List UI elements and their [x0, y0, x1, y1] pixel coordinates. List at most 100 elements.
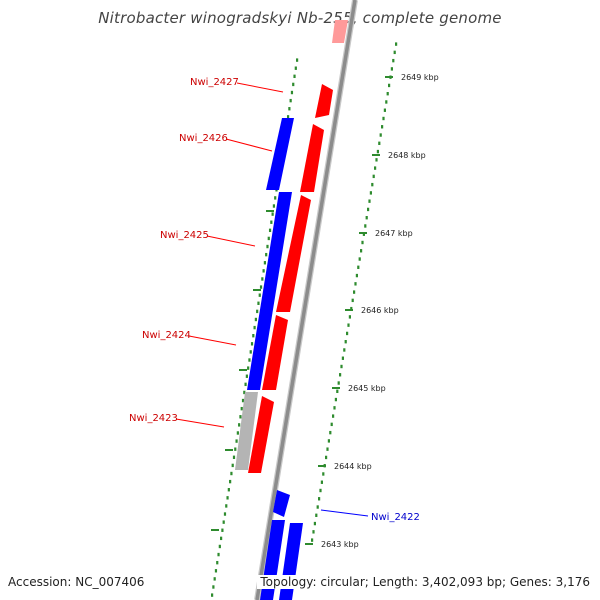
tick-dot	[395, 42, 398, 46]
tick-dot	[341, 356, 344, 360]
tick-dot	[339, 373, 342, 377]
tick-dot	[214, 569, 218, 573]
tick-dot	[319, 488, 322, 493]
tick-dot	[348, 315, 351, 319]
tick-label: 2644 kbp	[334, 462, 372, 471]
tick-dot	[235, 439, 238, 443]
tick-label: 2645 kbp	[348, 384, 386, 393]
gene-label: Nwi_2422	[371, 512, 420, 523]
tick-dot	[240, 406, 243, 411]
tick-dot	[259, 285, 263, 289]
tick-dot	[358, 257, 361, 261]
tick-dot	[357, 265, 360, 269]
tick-dot	[337, 381, 340, 385]
tick-dot	[252, 334, 255, 338]
tick-dot	[245, 374, 248, 378]
tick-dot	[218, 544, 221, 549]
tick-dot	[327, 439, 330, 443]
tick-dot	[258, 293, 261, 297]
tick-dot	[386, 92, 389, 96]
tick-dot	[286, 115, 290, 119]
tick-dot	[267, 236, 270, 241]
tick-dot	[227, 488, 230, 492]
tick-dot	[367, 207, 370, 212]
tick-dot	[241, 398, 245, 403]
tick-dot	[221, 528, 224, 532]
gene-label: Nwi_2425	[160, 230, 209, 241]
tick-dot	[364, 224, 367, 228]
tick-dot	[371, 182, 374, 187]
tick-dot	[211, 593, 214, 597]
gene-label-leader	[188, 335, 237, 346]
tick-dot	[249, 350, 252, 354]
gene-nwi-2424-reverse	[247, 192, 292, 390]
tick-dot	[226, 496, 229, 500]
tick-dot	[392, 58, 395, 63]
tick-dot	[334, 397, 337, 402]
tick-dot	[248, 358, 251, 362]
tick-dot	[289, 98, 292, 103]
tick-dot	[274, 196, 277, 200]
tick-dot	[385, 100, 388, 104]
tick-dot	[351, 298, 354, 303]
gene-label: Nwi_2426	[179, 133, 228, 144]
tick-dot	[388, 83, 391, 88]
tick-dot	[311, 538, 314, 542]
tick-dot	[244, 382, 247, 387]
tick-dot	[243, 390, 246, 395]
tick-dot	[230, 471, 233, 476]
tick-dot	[347, 323, 350, 327]
tick-dot	[378, 141, 381, 145]
tick-dot	[216, 560, 219, 565]
gene-label-leader	[225, 138, 273, 152]
tick-dot	[379, 133, 382, 137]
tick-dot	[294, 66, 297, 70]
gene-forward	[300, 124, 324, 192]
tick-dot	[340, 364, 343, 369]
genome-info-text: Topology: circular; Length: 3,402,093 bp…	[257, 575, 590, 589]
tick-dot	[376, 149, 379, 154]
tick-dot	[332, 414, 335, 418]
tick-dot	[316, 505, 319, 509]
tick-dot	[375, 158, 378, 162]
tick-dot	[212, 585, 215, 589]
tick-dot	[382, 116, 385, 121]
tick-dot	[257, 301, 260, 305]
tick-dot	[253, 325, 256, 330]
tick-dot	[263, 261, 267, 265]
tick-dot	[361, 240, 364, 245]
tick-dot	[346, 331, 349, 336]
tick-dot	[393, 50, 396, 55]
tick-dot	[355, 273, 358, 278]
tick-dot	[223, 512, 227, 516]
gene-forward	[262, 315, 288, 390]
tick-dot	[333, 406, 336, 410]
tick-dot	[325, 455, 328, 460]
tick-dot	[353, 290, 356, 294]
tick-dot	[229, 479, 232, 484]
tick-dot	[247, 366, 250, 370]
tick-dot	[232, 455, 236, 459]
gene-nwi-2422-reverse	[273, 490, 290, 517]
tick-dot	[262, 269, 265, 273]
accession-text: Accession: NC_007406	[8, 575, 145, 589]
tick-dot	[326, 447, 329, 451]
tick-dot	[220, 536, 223, 541]
tick-dot	[234, 447, 237, 451]
tick-dot	[268, 228, 272, 233]
tick-dot	[374, 166, 377, 170]
tick-dot	[318, 497, 321, 501]
tick-dot	[313, 521, 316, 526]
gene-label-leader	[206, 235, 256, 247]
tick-dot	[336, 389, 339, 393]
gene-label-leader	[175, 418, 225, 428]
tick-label: 2643 kbp	[321, 540, 359, 549]
tick-label: 2646 kbp	[361, 306, 399, 315]
tick-dot	[261, 277, 264, 281]
backbone	[255, 0, 357, 600]
map-title: Nitrobacter winogradskyi Nb-255, complet…	[98, 9, 502, 27]
tick-dot	[231, 463, 234, 468]
tick-dot	[288, 107, 291, 111]
tick-dot	[390, 67, 393, 71]
